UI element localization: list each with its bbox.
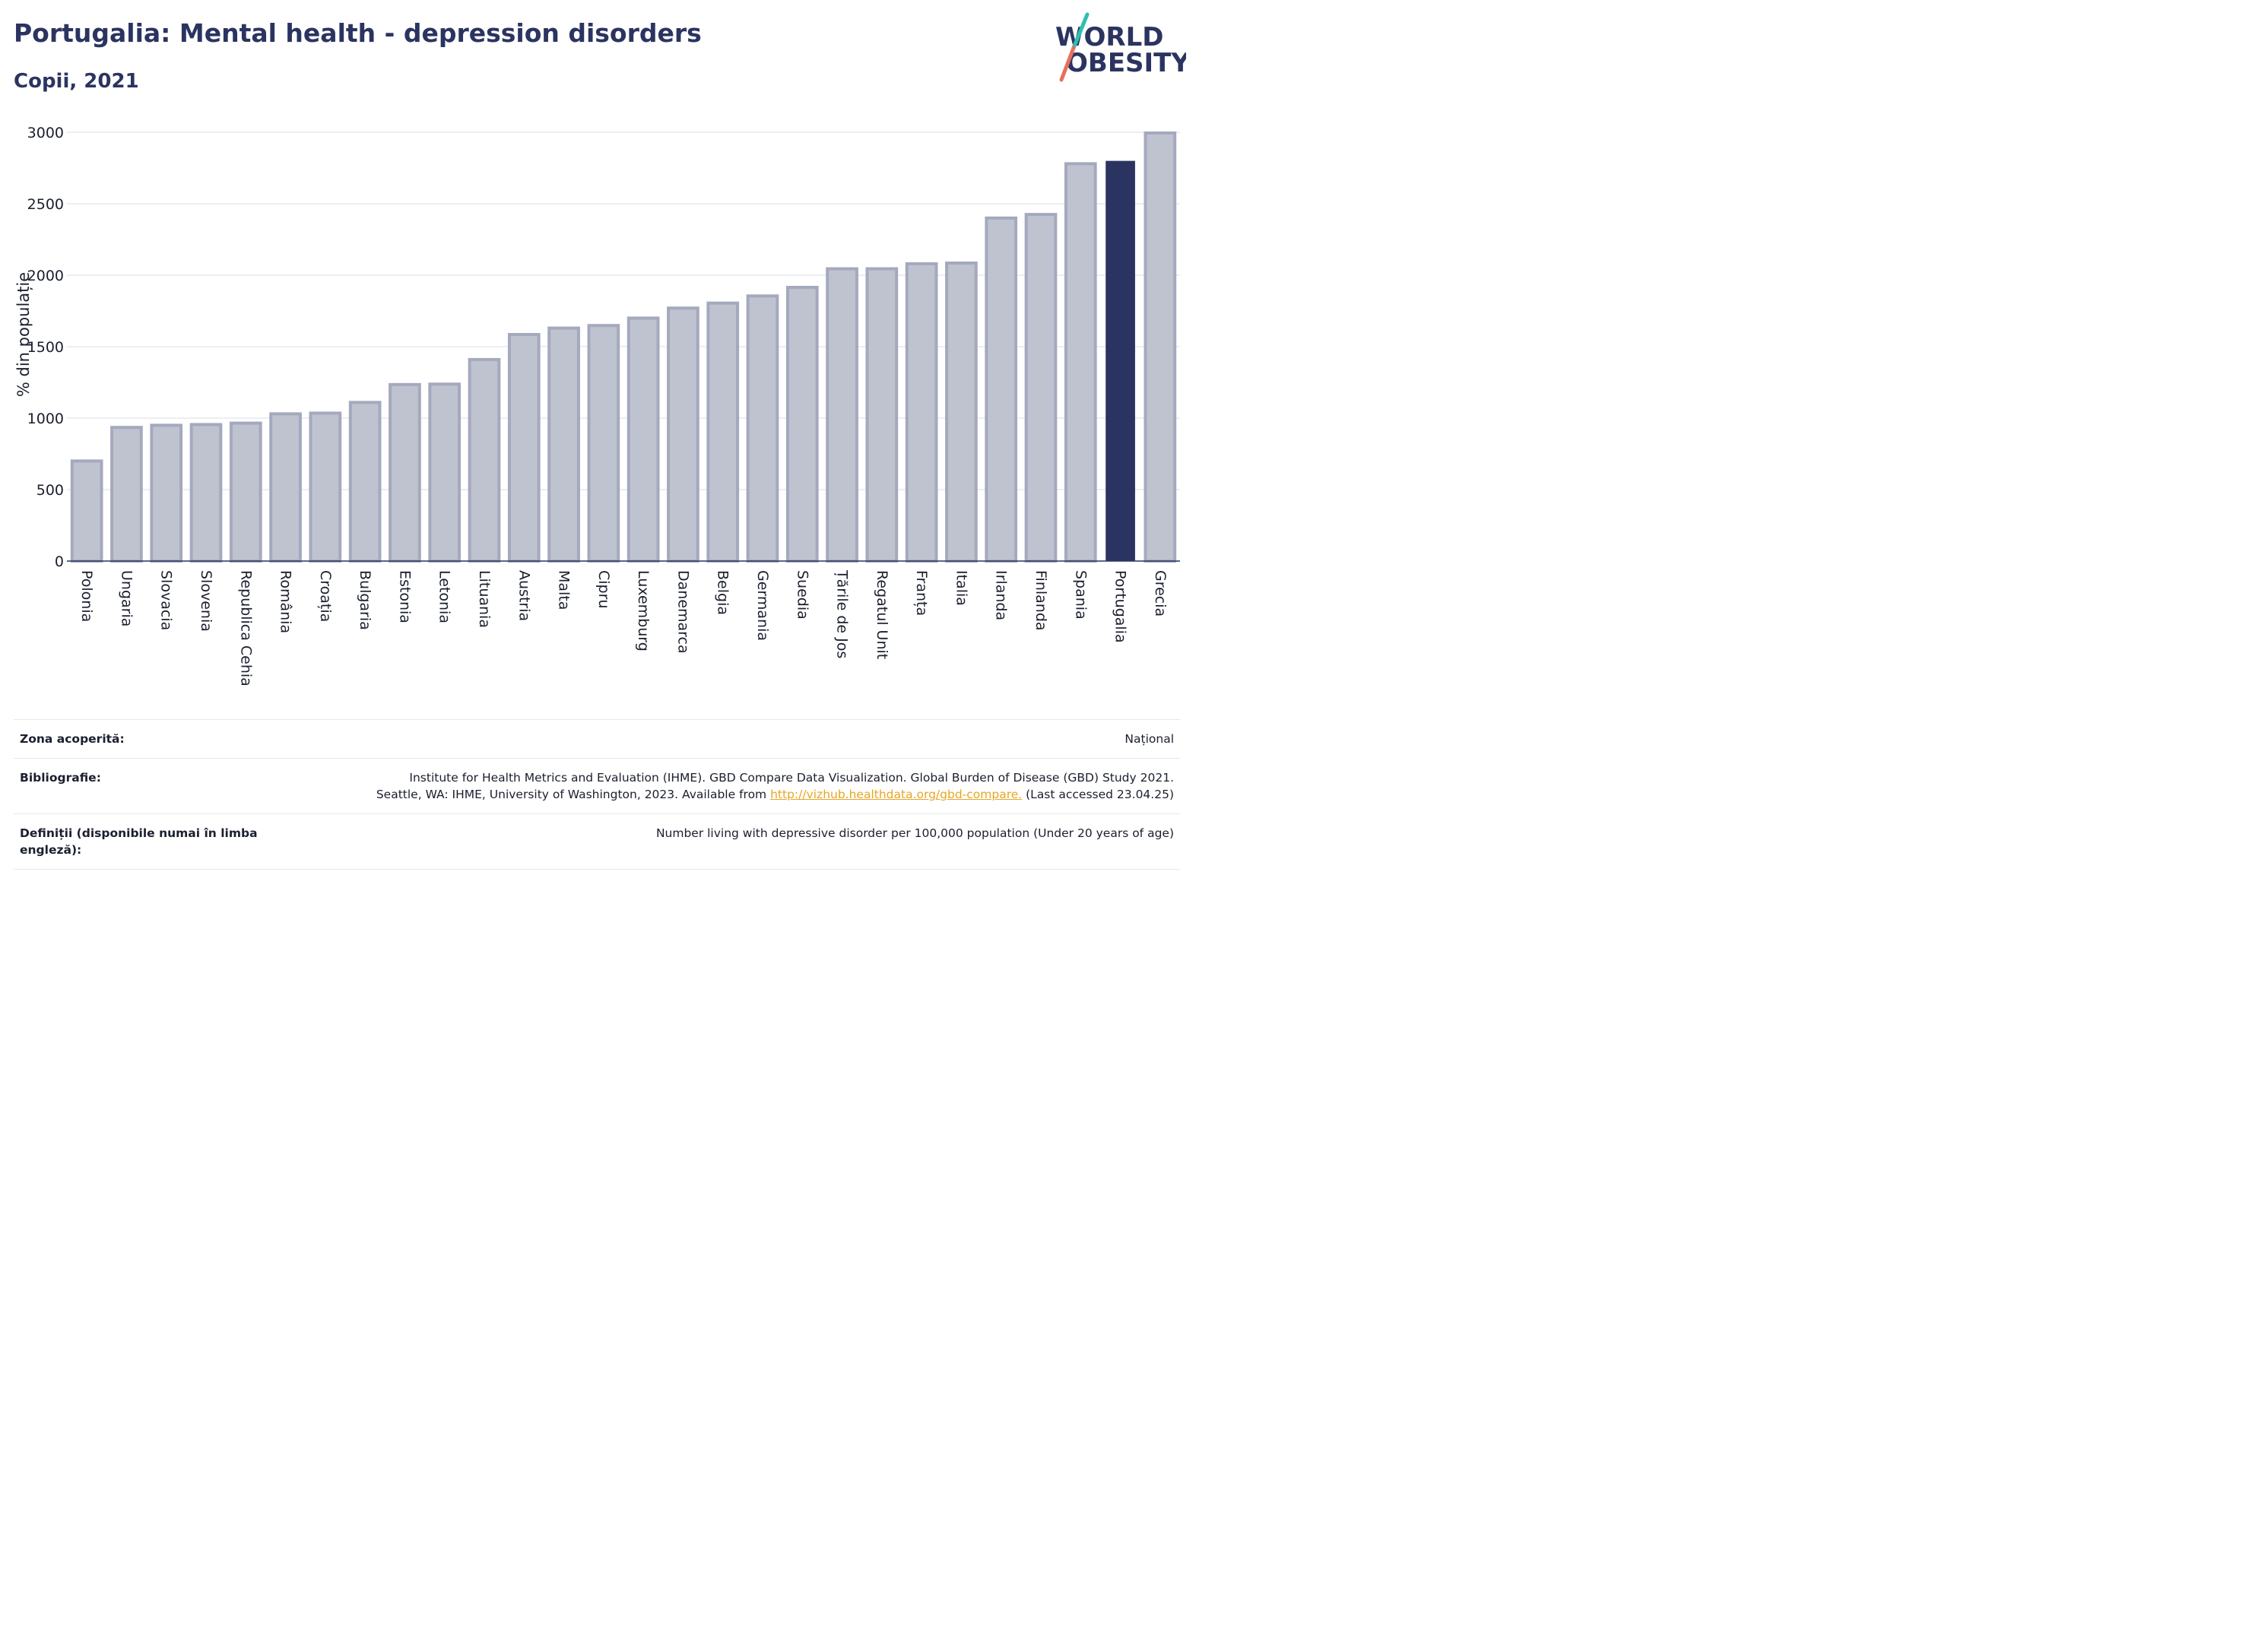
chart-title: Portugalia: Mental health - depression d… xyxy=(14,18,702,48)
x-tick-label: Republica Cehia xyxy=(237,570,254,686)
y-tick-label: 1500 xyxy=(27,339,64,356)
x-tick-label: Suedia xyxy=(794,570,810,620)
logo-word-obesity: OBESITY xyxy=(1066,48,1186,78)
bar-irlanda xyxy=(985,216,1018,563)
bar-croația xyxy=(309,411,342,563)
bar-germania xyxy=(746,294,779,563)
x-tick-label: Italia xyxy=(953,570,969,606)
x-tick-label: Țările de Jos xyxy=(834,569,851,658)
x-tick-label: Estonia xyxy=(396,570,413,623)
x-tick-label: Ungaria xyxy=(118,570,135,626)
y-tick-label: 0 xyxy=(55,553,64,570)
bar-estonia xyxy=(389,382,421,563)
bibliography-link[interactable]: http://vizhub.healthdata.org/gbd-compare… xyxy=(770,788,1023,801)
bar-spania xyxy=(1064,162,1097,563)
bar-bulgaria xyxy=(348,401,382,563)
bar-danemarca xyxy=(667,306,699,563)
logo-slash-top xyxy=(1071,12,1090,50)
bibliography-row: Bibliografie: Institute for Health Metri… xyxy=(14,758,1180,813)
bibliography-value: Institute for Health Metrics and Evaluat… xyxy=(376,769,1174,803)
x-tick-label: Irlanda xyxy=(993,570,1010,620)
bar-ungaria xyxy=(110,426,143,563)
bar-republica-cehia xyxy=(229,421,262,563)
bibliography-label: Bibliografie: xyxy=(20,771,101,785)
coverage-label: Zona acoperită: xyxy=(20,732,125,746)
bibliography-line2: Seattle, WA: IHME, University of Washing… xyxy=(376,786,1174,803)
bar-slovenia xyxy=(189,423,223,563)
x-tick-label: Finlanda xyxy=(1033,570,1049,631)
bibliography-line1: Institute for Health Metrics and Evaluat… xyxy=(409,771,1174,785)
definitions-value: Number living with depressive disorder p… xyxy=(655,826,1174,840)
x-tick-label: Portugalia xyxy=(1112,570,1129,643)
x-tick-label: Croația xyxy=(317,570,334,622)
bar-suedia xyxy=(785,285,819,563)
x-tick-label: Bulgaria xyxy=(357,570,373,630)
x-tick-label: Regatul Unit xyxy=(874,570,890,659)
x-tick-label: Danemarca xyxy=(674,570,691,654)
y-tick-label: 2000 xyxy=(27,268,64,284)
coverage-value: Național xyxy=(1124,732,1174,746)
bar-cipru xyxy=(587,324,620,563)
x-tick-label: Spania xyxy=(1072,570,1089,620)
bibliography-line2-suffix: (Last accessed 23.04.25) xyxy=(1022,788,1174,801)
metadata-table: Zona acoperită: Național Bibliografie: I… xyxy=(14,719,1180,870)
bar-țările-de-jos xyxy=(826,267,858,563)
bar-chart: 0 500 1000 1500 2000 2500 3000 Polonia Ungaria S… xyxy=(14,125,1180,686)
x-tick-label: Germania xyxy=(754,570,771,641)
x-tick-label: Cipru xyxy=(595,570,612,608)
y-tick-label: 500 xyxy=(36,482,64,499)
coverage-row: Zona acoperită: Național xyxy=(14,719,1180,758)
bar-malta xyxy=(547,326,580,563)
bar-austria xyxy=(507,333,541,563)
bar-luxemburg xyxy=(626,316,660,563)
y-tick-label: 3000 xyxy=(27,125,64,141)
bar-regatul-unit xyxy=(865,267,899,563)
x-tick-label: Austria xyxy=(515,570,532,621)
bar-belgia xyxy=(706,301,740,563)
x-tick-label: Franța xyxy=(913,570,930,616)
bar-franța xyxy=(905,262,938,563)
x-axis-labels: Polonia Ungaria Slovacia Slovenia Republica … xyxy=(78,569,1169,686)
y-tick-label: 2500 xyxy=(27,196,64,213)
y-tick-label: 1000 xyxy=(27,411,64,427)
y-axis-ticks: 0 500 1000 1500 2000 2500 3000 xyxy=(27,125,64,570)
bar-portugalia xyxy=(1105,160,1135,562)
x-tick-label: Slovacia xyxy=(158,570,175,630)
bar-slovacia xyxy=(150,423,183,563)
bar-lituania xyxy=(468,357,501,563)
bar-polonia xyxy=(70,459,103,563)
bar-italia xyxy=(945,262,978,563)
world-obesity-logo: WORLD OBESITY xyxy=(1055,12,1186,82)
x-tick-label: Luxemburg xyxy=(635,570,652,652)
x-tick-label: Malta xyxy=(556,570,573,610)
x-tick-label: Grecia xyxy=(1152,570,1169,617)
x-tick-label: Polonia xyxy=(78,570,95,622)
bar-letonia xyxy=(428,382,462,563)
bar-grecia xyxy=(1144,131,1177,563)
logo-slash-bottom xyxy=(1059,46,1076,82)
x-tick-label: Lituania xyxy=(476,570,493,628)
x-tick-label: Letonia xyxy=(436,570,453,623)
x-tick-label: Slovenia xyxy=(198,570,214,632)
x-tick-label: România xyxy=(278,570,294,633)
bibliography-line2-prefix: Seattle, WA: IHME, University of Washing… xyxy=(376,788,771,801)
definitions-row: Definiții (disponibile numai în limba en… xyxy=(14,813,1180,870)
chart-subtitle: Copii, 2021 xyxy=(14,70,139,93)
definitions-label: Definiții (disponibile numai în limba en… xyxy=(20,826,258,857)
bar-finlanda xyxy=(1024,213,1058,563)
bars xyxy=(70,131,1177,563)
y-axis-title: % din populație xyxy=(14,272,33,397)
bar-românia xyxy=(269,412,302,563)
x-tick-label: Belgia xyxy=(715,570,731,615)
